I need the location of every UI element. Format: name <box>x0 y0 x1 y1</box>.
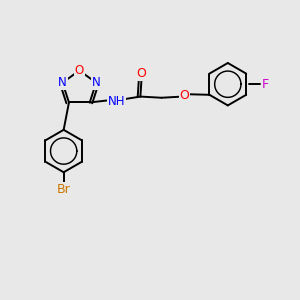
Text: O: O <box>136 67 146 80</box>
Text: O: O <box>180 89 190 103</box>
Text: NH: NH <box>107 95 125 108</box>
Text: N: N <box>58 76 67 89</box>
Text: O: O <box>75 64 84 77</box>
Text: Br: Br <box>57 183 70 196</box>
Text: F: F <box>262 78 269 91</box>
Text: N: N <box>92 76 100 89</box>
